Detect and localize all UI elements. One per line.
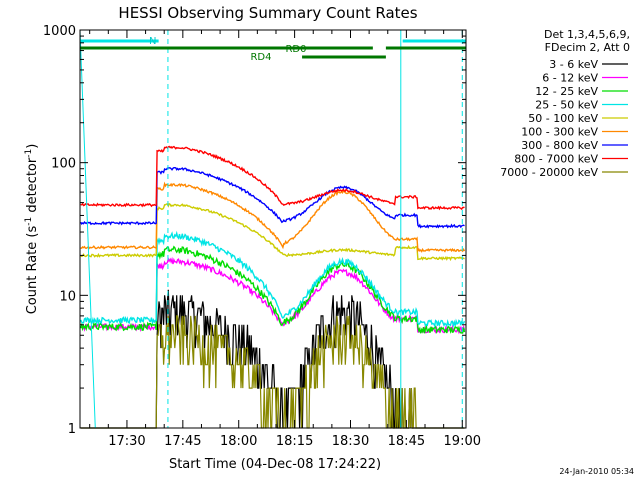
legend-label-4: 25 - 50 keV <box>535 99 598 112</box>
legend: Det 1,3,4,5,6,9, FDecim 2, Att 0 3 - 6 k… <box>500 28 630 179</box>
legend-label-8: 800 - 7000 keV <box>514 153 598 166</box>
legend-header-line1: Det 1,3,4,5,6,9, <box>544 28 630 41</box>
x-tick-label-5: 18:30 <box>332 434 369 449</box>
x-tick-label-6: 18:45 <box>388 434 425 449</box>
axis-layer: 17:30 17:45 18:00 18:15 18:30 18:45 19:00 1 10 10… <box>43 24 481 449</box>
chart-title: HESSI Observing Summary Count Rates <box>118 4 417 22</box>
rd0-label: RD0 <box>285 44 306 55</box>
annotation-layer <box>79 29 466 429</box>
y-axis-label-part3: ) <box>25 144 40 149</box>
legend-label-3: 12 - 25 keV <box>535 85 598 98</box>
rd4-label: RD4 <box>250 52 271 63</box>
legend-label-5: 50 - 100 keV <box>528 112 598 125</box>
y-tick-label-2: 10 <box>59 289 76 304</box>
y-axis-label-sup1: -1 <box>24 217 34 226</box>
y-axis-label-sup2: -1 <box>24 149 34 158</box>
x-tick-label-2: 17:45 <box>164 434 201 449</box>
legend-label-1: 3 - 6 keV <box>549 58 598 71</box>
x-tick-label-4: 18:15 <box>276 434 313 449</box>
y-axis-label: Count Rate (s-1 detector-1) <box>24 144 40 315</box>
legend-label-6: 100 - 300 keV <box>521 126 598 139</box>
plot-frame <box>79 29 467 429</box>
legend-label-7: 300 - 800 keV <box>521 139 598 152</box>
legend-label-9: 7000 - 20000 keV <box>500 166 598 179</box>
x-axis-label: Start Time (04-Dec-08 17:24:22) <box>169 457 381 472</box>
cyan-marker-line-left <box>79 29 96 429</box>
y-axis-label-part1: Count Rate (s <box>25 226 40 315</box>
x-tick-label-1: 17:30 <box>108 434 145 449</box>
x-tick-label-3: 18:00 <box>220 434 257 449</box>
legend-header-line2: FDecim 2, Att 0 <box>545 41 630 54</box>
footer-date: 24-Jan-2010 05:34 <box>559 467 634 476</box>
night-label: N <box>149 36 156 47</box>
y-tick-label-1: 1 <box>68 422 76 437</box>
y-axis-label-part2: detector <box>25 157 40 217</box>
x-tick-label-7: 19:00 <box>444 434 481 449</box>
y-tick-label-3: 100 <box>51 157 76 172</box>
y-tick-label-4: 1000 <box>43 24 76 39</box>
legend-label-2: 6 - 12 keV <box>542 72 598 85</box>
